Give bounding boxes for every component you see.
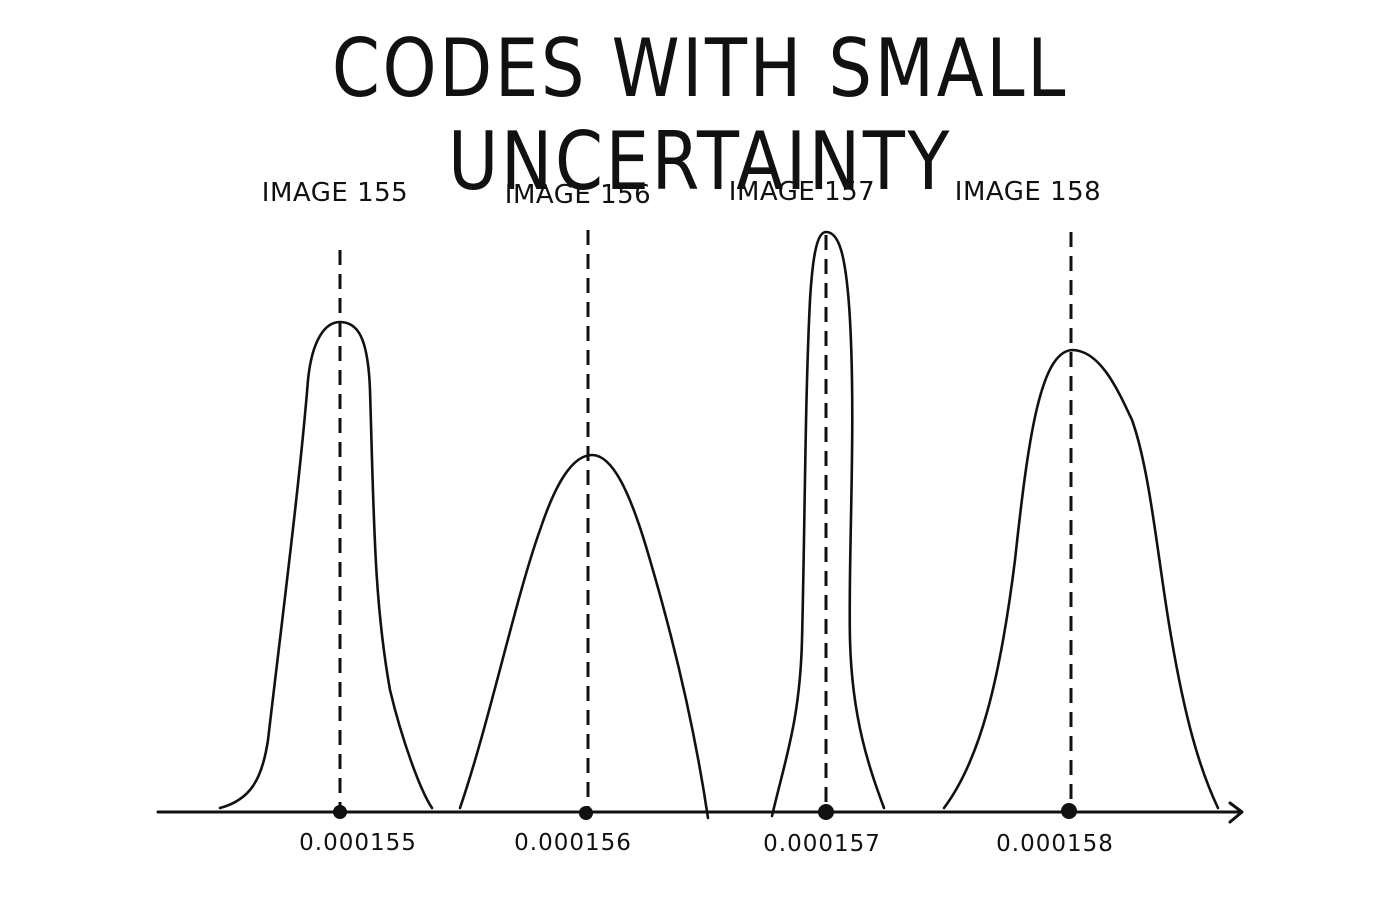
distribution-image-157: IMAGE 157 0.000157 [729, 177, 886, 857]
distribution-image-155: IMAGE 155 0.000155 [218, 178, 434, 856]
image-label: IMAGE 158 [955, 177, 1101, 207]
distribution-curve [458, 453, 710, 820]
mean-point [1061, 803, 1077, 819]
mean-point [818, 804, 834, 820]
image-label: IMAGE 156 [505, 180, 651, 210]
distribution-image-156: IMAGE 156 0.000156 [458, 180, 710, 856]
x-axis-arrowhead [1228, 801, 1244, 824]
distribution-curve [942, 348, 1220, 810]
mean-point [333, 805, 347, 819]
code-value-label: 0.000156 [514, 830, 632, 856]
distribution-curve [218, 320, 434, 810]
diagram-title: CODES WITH SMALL UNCERTAINTY [331, 22, 1069, 208]
code-value-label: 0.000158 [996, 831, 1114, 857]
code-value-label: 0.000155 [299, 830, 417, 856]
distribution-curve [770, 230, 886, 818]
image-label: IMAGE 155 [262, 178, 408, 208]
image-label: IMAGE 157 [729, 177, 875, 207]
mean-point [579, 806, 593, 820]
code-value-label: 0.000157 [763, 831, 881, 857]
distribution-image-158: IMAGE 158 0.000158 [942, 177, 1220, 857]
